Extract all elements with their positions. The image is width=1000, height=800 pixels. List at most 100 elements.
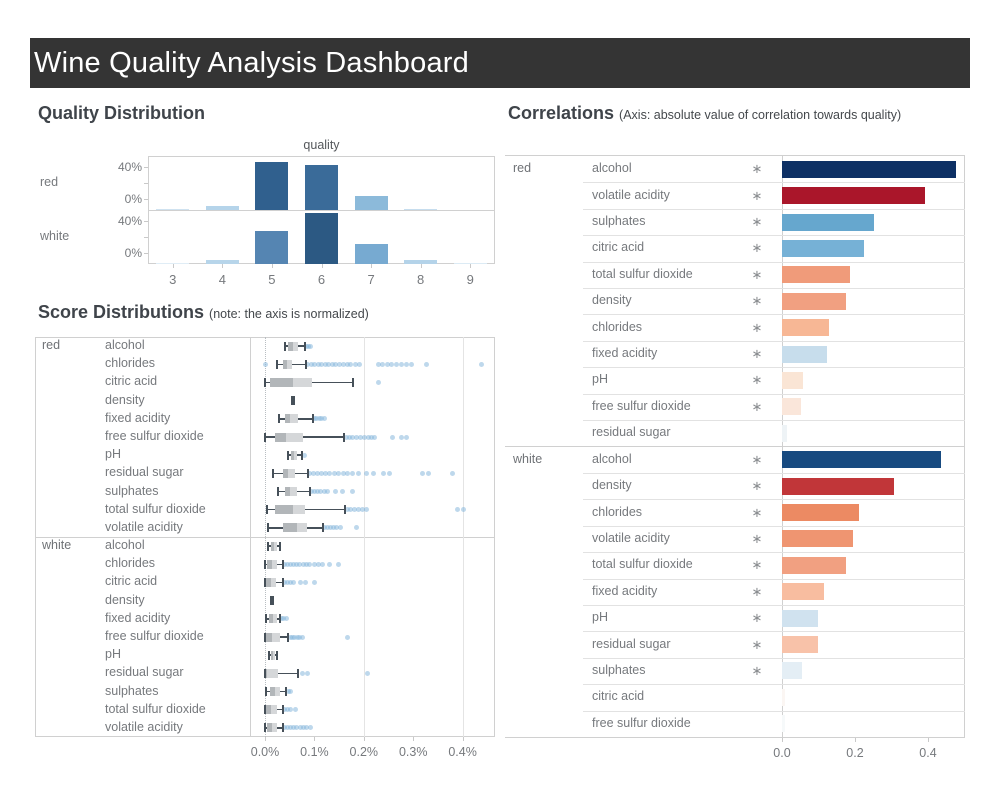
dot[interactable] [365,434,371,440]
whisker-cap[interactable] [351,377,354,387]
dot[interactable] [387,470,393,476]
whisker-cap[interactable] [306,468,309,478]
dot[interactable] [384,361,390,367]
dot[interactable] [300,561,306,567]
dot[interactable] [287,689,293,695]
dot[interactable] [308,361,314,367]
dot[interactable] [263,361,269,367]
dot[interactable] [290,579,296,585]
whisker-cap[interactable] [264,432,266,442]
corr-bar-white-sulphates[interactable] [782,662,802,680]
dot[interactable] [307,470,313,476]
dot[interactable] [361,434,367,440]
box-upper[interactable] [297,523,307,533]
corr-bar-red-total-sulfur-dioxide[interactable] [782,266,850,284]
whisker-cap[interactable] [283,341,286,351]
dot[interactable] [365,670,371,676]
dot[interactable] [393,361,399,367]
whisker-cap[interactable] [275,650,278,660]
dot[interactable] [294,561,300,567]
dot[interactable] [312,361,318,367]
dot[interactable] [316,561,322,567]
dot[interactable] [318,489,324,495]
corr-bar-white-density[interactable] [782,477,895,495]
dot[interactable] [336,470,342,476]
box-lower[interactable] [282,359,288,369]
corr-bar-red-residual-sugar[interactable] [782,424,788,442]
dot[interactable] [291,561,297,567]
whisker-cap[interactable] [285,687,288,697]
box-lower[interactable] [274,432,287,442]
whisker-cap[interactable] [264,577,266,587]
dot[interactable] [288,561,294,567]
quality-bar-white-6[interactable] [305,213,338,264]
dot[interactable] [307,561,313,567]
dot[interactable] [355,507,361,513]
dot[interactable] [454,507,460,513]
box-upper[interactable] [267,668,278,678]
corr-bar-red-pH[interactable] [782,371,804,389]
dot[interactable] [297,634,303,640]
box-upper[interactable] [270,705,277,715]
whisker-cap[interactable] [291,396,294,406]
dot[interactable] [346,434,352,440]
dot[interactable] [315,361,321,367]
whisker-cap[interactable] [278,541,281,551]
dot[interactable] [345,470,351,476]
dot[interactable] [325,489,331,495]
dot[interactable] [354,525,360,531]
whisker-cap[interactable] [277,414,280,424]
dot[interactable] [479,361,485,367]
corr-bar-white-chlorides[interactable] [782,504,859,522]
dot[interactable] [375,361,381,367]
whisker-cap[interactable] [264,668,266,678]
dot[interactable] [325,525,331,531]
whisker-cap[interactable] [344,505,347,515]
dot[interactable] [312,579,318,585]
dot[interactable] [322,525,328,531]
dot[interactable] [363,470,369,476]
box-upper[interactable] [271,723,277,733]
dot[interactable] [404,434,410,440]
box-lower[interactable] [282,523,298,533]
box-upper[interactable] [290,414,299,424]
dot[interactable] [282,725,288,731]
quality-bar-red-8[interactable] [404,208,438,210]
box-upper[interactable] [274,687,280,697]
dot[interactable] [309,489,315,495]
dot[interactable] [291,725,297,731]
quality-bar-white-4[interactable] [205,260,239,264]
whisker-cap[interactable] [308,487,311,497]
quality-bar-white-8[interactable] [404,259,438,264]
dot[interactable] [287,579,293,585]
box-lower[interactable] [274,505,294,515]
dot[interactable] [340,489,346,495]
corr-bar-red-sulphates[interactable] [782,213,874,231]
dot[interactable] [350,470,356,476]
corr-bar-red-free-sulfur-dioxide[interactable] [782,398,801,416]
corr-bar-red-chlorides[interactable] [782,319,830,337]
box-upper[interactable] [273,541,277,551]
whisker-line[interactable] [266,508,346,511]
dot[interactable] [288,725,294,731]
corr-bar-red-volatile-acidity[interactable] [782,187,925,205]
dot[interactable] [307,725,313,731]
dot[interactable] [303,561,309,567]
quality-bar-red-7[interactable] [354,196,388,210]
dot[interactable] [398,361,404,367]
whisker-cap[interactable] [265,505,268,515]
dot[interactable] [327,470,333,476]
dot[interactable] [305,361,311,367]
quality-bar-red-3[interactable] [156,208,190,210]
dot[interactable] [304,725,310,731]
whisker-line[interactable] [265,672,299,675]
dot[interactable] [323,470,329,476]
dot[interactable] [351,507,357,513]
corr-bar-white-alcohol[interactable] [782,451,942,469]
dot[interactable] [284,579,290,585]
dot[interactable] [292,707,298,713]
box-upper[interactable] [286,432,304,442]
box-lower[interactable] [265,632,272,642]
whisker-cap[interactable] [267,650,270,660]
box-lower[interactable] [265,668,268,678]
